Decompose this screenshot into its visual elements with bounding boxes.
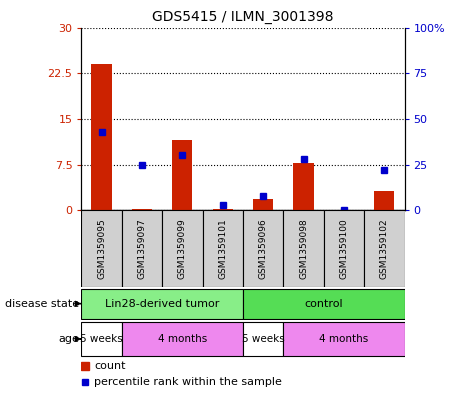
Text: GSM1359096: GSM1359096 <box>259 218 268 279</box>
Bar <box>374 191 394 210</box>
Bar <box>132 209 152 210</box>
Bar <box>122 322 243 356</box>
Text: Lin28-derived tumor: Lin28-derived tumor <box>105 299 219 309</box>
Text: GSM1359099: GSM1359099 <box>178 218 187 279</box>
Text: 5 weeks: 5 weeks <box>242 334 285 344</box>
Bar <box>81 288 243 319</box>
Bar <box>243 288 405 319</box>
Bar <box>243 210 283 287</box>
Text: age: age <box>59 334 80 344</box>
Bar <box>293 163 314 210</box>
Bar <box>162 210 203 287</box>
Text: GSM1359100: GSM1359100 <box>339 218 348 279</box>
Bar <box>172 140 193 210</box>
Bar <box>122 210 162 287</box>
Text: 5 weeks: 5 weeks <box>80 334 123 344</box>
Title: GDS5415 / ILMN_3001398: GDS5415 / ILMN_3001398 <box>152 10 334 24</box>
Bar <box>81 210 122 287</box>
Text: control: control <box>305 299 343 309</box>
Bar <box>364 210 405 287</box>
Bar <box>243 322 283 356</box>
Bar <box>81 322 122 356</box>
Text: GSM1359095: GSM1359095 <box>97 218 106 279</box>
Bar <box>283 210 324 287</box>
Text: count: count <box>94 361 126 371</box>
Text: 4 months: 4 months <box>158 334 207 344</box>
Text: percentile rank within the sample: percentile rank within the sample <box>94 377 282 387</box>
Text: GSM1359102: GSM1359102 <box>380 218 389 279</box>
Bar <box>203 210 243 287</box>
Text: disease state: disease state <box>5 299 80 309</box>
Text: 4 months: 4 months <box>319 334 369 344</box>
Bar <box>283 322 405 356</box>
Bar <box>92 64 112 210</box>
Text: GSM1359098: GSM1359098 <box>299 218 308 279</box>
Text: GSM1359101: GSM1359101 <box>218 218 227 279</box>
Bar <box>324 210 364 287</box>
Bar <box>213 209 233 210</box>
Bar <box>253 199 273 210</box>
Text: GSM1359097: GSM1359097 <box>138 218 146 279</box>
